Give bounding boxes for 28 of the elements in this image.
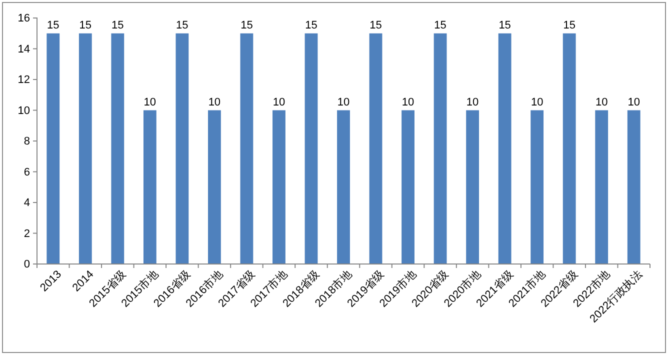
data-label: 15: [305, 19, 318, 32]
data-label: 15: [563, 19, 576, 32]
data-label: 15: [434, 19, 446, 32]
y-tick-label: 12: [18, 74, 30, 86]
data-label: 15: [370, 19, 382, 32]
data-label: 10: [530, 96, 544, 108]
y-tick-label: 0: [24, 258, 30, 271]
data-label: 15: [47, 19, 60, 32]
data-label: 10: [466, 96, 479, 108]
data-label: 10: [272, 96, 286, 108]
data-label: 10: [337, 96, 350, 108]
data-label: 10: [144, 96, 156, 108]
data-label: 10: [402, 96, 414, 108]
y-tick-label: 8: [24, 136, 30, 148]
y-tick-label: 2: [24, 228, 30, 240]
data-label: 15: [176, 19, 188, 32]
data-label: 10: [595, 96, 608, 108]
y-tick-label: 4: [24, 197, 30, 210]
data-label: 10: [628, 96, 640, 108]
y-tick-label: 10: [18, 104, 30, 117]
data-label: 15: [498, 19, 511, 32]
data-label: 15: [79, 19, 92, 32]
data-label: 15: [240, 19, 253, 32]
data-label: 15: [112, 19, 124, 32]
y-tick-label: 6: [24, 166, 30, 178]
y-tick-label: 14: [18, 43, 30, 56]
y-tick-label: 16: [18, 12, 30, 25]
data-label: 10: [208, 96, 221, 108]
